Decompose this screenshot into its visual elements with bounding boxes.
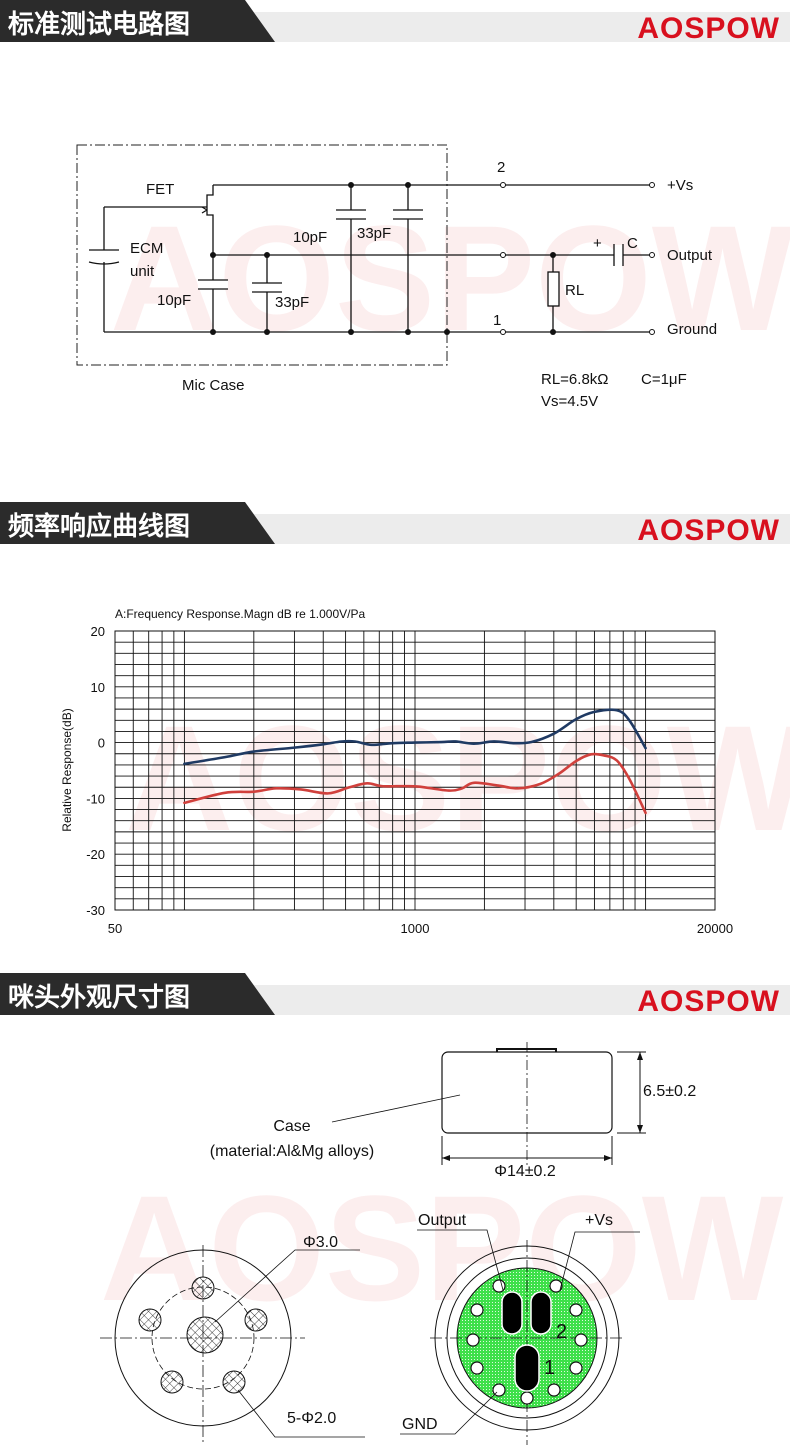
pcb-holes xyxy=(466,1279,588,1405)
watermark: AOSPOW xyxy=(100,1164,784,1332)
terminal-2-label: 2 xyxy=(497,159,505,176)
brand-logo: AOSPOW xyxy=(637,12,780,45)
watermark: AOSPOW xyxy=(125,694,790,862)
case-label: Case xyxy=(273,1118,310,1135)
section-title: 频率响应曲线图 xyxy=(8,511,190,542)
center-hole-label: Φ3.0 xyxy=(303,1234,338,1251)
resistor-rl xyxy=(547,255,560,332)
ecm-label: unit xyxy=(130,263,155,280)
vs-label: +Vs xyxy=(667,177,693,194)
mic-case-outline xyxy=(76,144,448,366)
pad-1-label: 1 xyxy=(544,1357,555,1379)
mic-case-label: Mic Case xyxy=(182,377,245,394)
y-tick-label: -10 xyxy=(86,791,105,806)
ecm-label: ECM xyxy=(130,240,163,257)
section-header-circuit: 标准测试电路图 AOSPOW xyxy=(0,0,790,45)
chart-grid xyxy=(114,630,716,911)
x-tick-label: 1000 xyxy=(401,921,430,936)
side-holes xyxy=(138,1276,268,1394)
y-tick-label: -30 xyxy=(86,903,105,918)
y-axis-label: Relative Response(dB) xyxy=(60,708,74,831)
capacitor-10pf-top xyxy=(336,185,366,332)
back-view: Output +Vs GND 2 1 xyxy=(400,1212,640,1445)
cap-label: 33pF xyxy=(275,294,309,311)
chart-title: A:Frequency Response.Magn dB re 1.000V/P… xyxy=(115,607,365,621)
spec-c: C=1μF xyxy=(641,371,687,388)
x-tick-label: 50 xyxy=(108,921,122,936)
pin-gnd-label: GND xyxy=(402,1416,438,1433)
ecm-capacitor xyxy=(88,249,120,265)
spec-rl: RL=6.8kΩ xyxy=(541,371,609,388)
height-dimension: 6.5±0.2 xyxy=(643,1083,696,1100)
y-tick-label: -20 xyxy=(86,847,105,862)
cap-c-polarity: + xyxy=(593,235,602,252)
section-title: 标准测试电路图 xyxy=(8,9,190,40)
watermark: AOSPOW xyxy=(110,194,790,362)
dimension-drawing: 6.5±0.2 Φ14±0.2 Case (material:Al&Mg all… xyxy=(100,1042,696,1445)
cap-label: 33pF xyxy=(357,225,391,242)
pad-2-label: 2 xyxy=(556,1321,567,1343)
capacitor-10pf-inner xyxy=(198,279,228,290)
brand-logo: AOSPOW xyxy=(637,514,780,547)
front-view: Φ3.0 5-Φ2.0 xyxy=(100,1234,365,1445)
cap-label: 10pF xyxy=(293,229,327,246)
terminal-1-label: 1 xyxy=(493,312,501,329)
capacitor-c xyxy=(613,244,624,266)
fet-label: FET xyxy=(146,181,174,198)
side-holes-label: 5-Φ2.0 xyxy=(287,1410,336,1427)
cap-label: 10pF xyxy=(157,292,191,309)
pin-vs-label: +Vs xyxy=(585,1212,613,1229)
cap-c-label: C xyxy=(627,235,638,252)
y-tick-label: 20 xyxy=(91,624,105,639)
chart-series xyxy=(183,708,647,815)
series-line-1 xyxy=(183,708,647,766)
brand-logo: AOSPOW xyxy=(637,985,780,1018)
output-label: Output xyxy=(667,247,713,264)
y-tick-label: 0 xyxy=(98,736,105,751)
x-tick-label: 20000 xyxy=(697,921,733,936)
section-header-dimensions: 咪头外观尺寸图 AOSPOW xyxy=(0,973,790,1018)
center-hole xyxy=(186,1316,224,1354)
solder-pads xyxy=(501,1291,552,1392)
diameter-dimension: Φ14±0.2 xyxy=(494,1163,556,1180)
fet-arrow xyxy=(201,206,208,214)
series-line-2 xyxy=(183,752,647,815)
ground-label: Ground xyxy=(667,321,717,338)
rl-label: RL xyxy=(565,282,584,299)
section-header-frequency: 频率响应曲线图 AOSPOW xyxy=(0,502,790,547)
capacitor-33pf-top xyxy=(393,185,423,332)
case-material: (material:Al&Mg alloys) xyxy=(210,1143,374,1160)
section-title: 咪头外观尺寸图 xyxy=(8,983,190,1013)
pin-output-label: Output xyxy=(418,1212,467,1229)
capacitor-33pf-inner xyxy=(252,255,282,332)
spec-vs: Vs=4.5V xyxy=(541,393,598,410)
frequency-response-chart: A:Frequency Response.Magn dB re 1.000V/P… xyxy=(60,607,733,936)
y-tick-label: 10 xyxy=(91,680,105,695)
test-circuit: FET ECM unit 10pF 33pF 10pF 33pF Mic Cas… xyxy=(76,144,717,410)
